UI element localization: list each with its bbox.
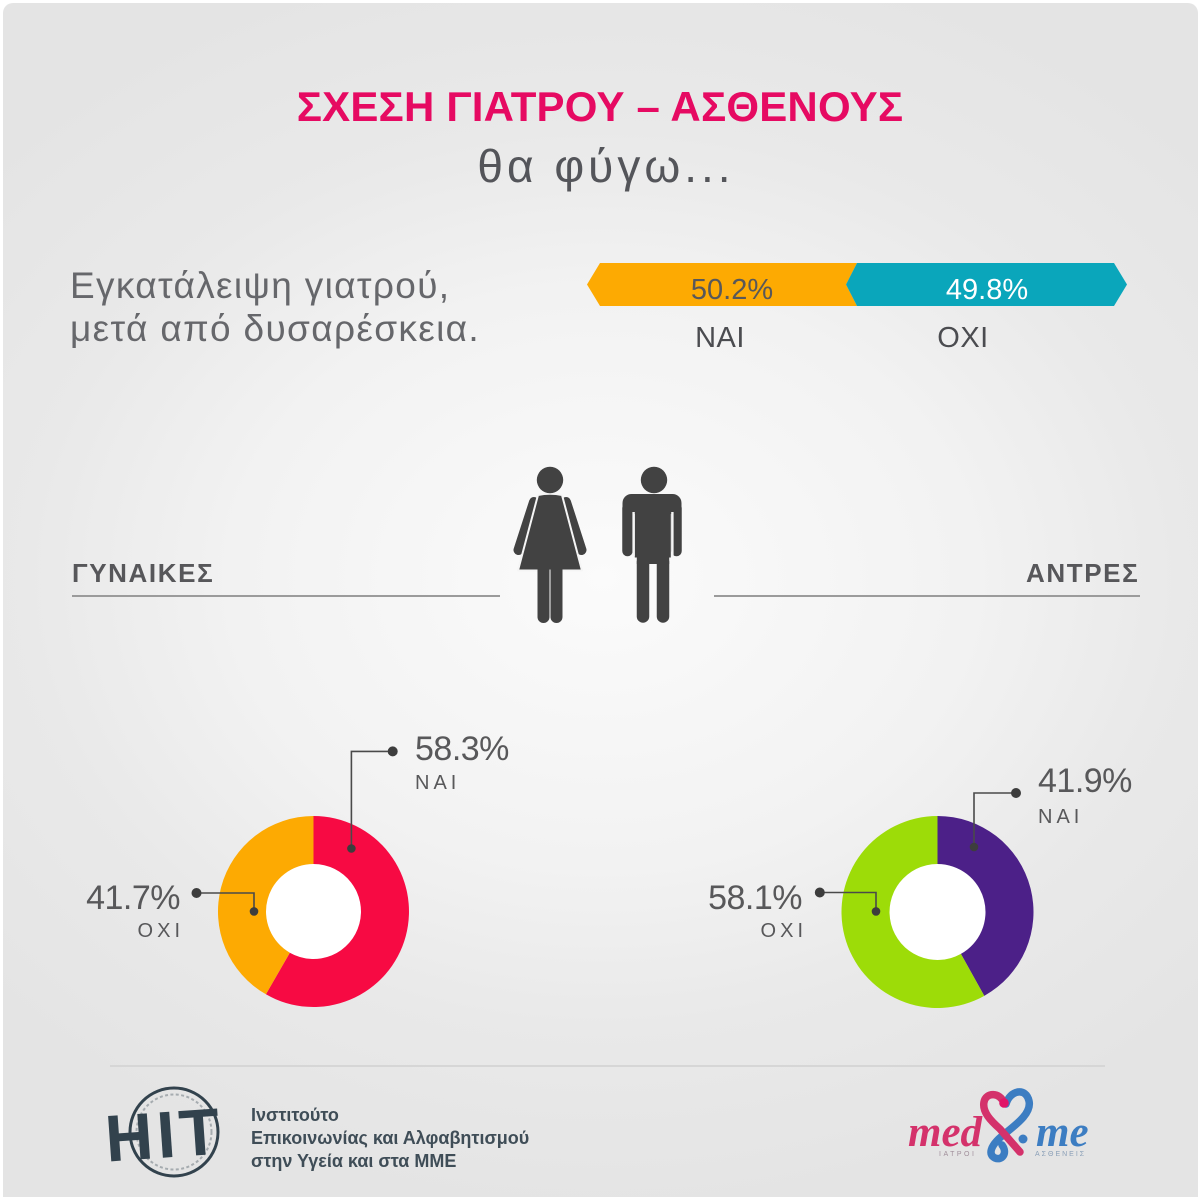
svg-text:HIT: HIT [103, 1094, 226, 1176]
svg-text:50.2%: 50.2% [691, 274, 773, 306]
svg-text:49.8%: 49.8% [946, 274, 1028, 306]
svg-text:me: me [1036, 1109, 1089, 1156]
svg-text:med: med [908, 1109, 984, 1156]
svg-text:ΑΣΘΕΝΕΙΣ: ΑΣΘΕΝΕΙΣ [1035, 1151, 1086, 1158]
svg-text:ΙΑΤΡΟΙ: ΙΑΤΡΟΙ [939, 1151, 976, 1158]
